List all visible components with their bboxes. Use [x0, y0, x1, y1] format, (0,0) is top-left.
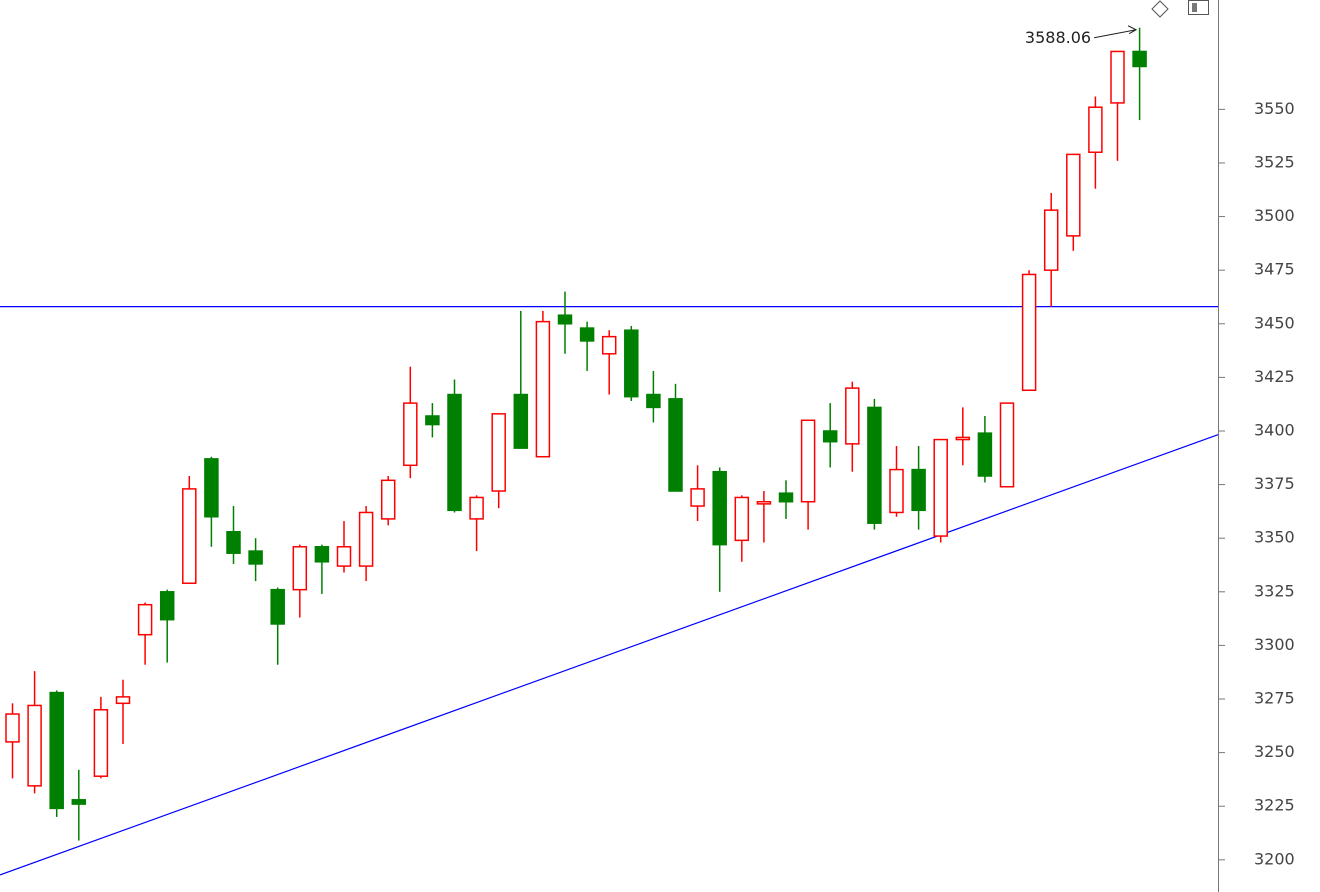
candle-body [71, 799, 87, 805]
candle-body [1110, 50, 1125, 104]
candle-body [933, 438, 948, 537]
candle-body [800, 419, 816, 503]
candle-body [1043, 209, 1059, 271]
candle-body [447, 393, 462, 512]
candle-body [358, 511, 374, 567]
panel-icon-part [1192, 3, 1197, 12]
y-tick-label: 3225 [1254, 796, 1295, 815]
candle-body [27, 704, 42, 787]
candle-body [137, 603, 153, 636]
y-tick-label: 3375 [1254, 474, 1295, 493]
y-tick-label: 3300 [1254, 635, 1295, 654]
candle-body [734, 496, 750, 542]
y-tick-label: 3275 [1254, 689, 1295, 708]
candle-body [159, 591, 175, 621]
candle-body [49, 691, 64, 810]
y-tick-label: 3325 [1254, 581, 1295, 600]
candle-body [1021, 273, 1037, 392]
candle-body [513, 393, 529, 449]
candle-body [535, 320, 551, 458]
candle-body [1066, 153, 1081, 237]
y-tick-label: 3425 [1254, 367, 1295, 386]
candle-body [425, 415, 440, 426]
candle-body [911, 468, 926, 512]
candle-body [182, 488, 197, 584]
candle-body [469, 496, 484, 520]
candle-body [999, 402, 1015, 488]
candle-body [822, 430, 838, 443]
candle-body [668, 398, 683, 492]
candle-body [93, 708, 109, 777]
candle-body [756, 501, 772, 505]
candle-body [646, 393, 661, 409]
candle-body [226, 531, 241, 554]
y-tick-label: 3500 [1254, 206, 1295, 225]
candle-body [889, 468, 904, 514]
candle-body [1088, 106, 1103, 153]
candle-body [292, 546, 308, 591]
candle-body [977, 432, 993, 477]
candle-body [204, 458, 219, 518]
y-tick-label: 3550 [1254, 99, 1295, 118]
candle-body [601, 335, 617, 355]
candle-body [579, 327, 595, 342]
candle-body [314, 546, 330, 563]
candle-body [115, 696, 131, 705]
trend-line [0, 434, 1219, 876]
candle-body [867, 406, 882, 524]
candle-body [712, 470, 727, 546]
candle-body [270, 588, 285, 625]
candle-body [248, 550, 263, 565]
y-tick-label: 3450 [1254, 313, 1295, 332]
candle-body [557, 314, 573, 325]
panel-icon[interactable] [1188, 0, 1209, 15]
candle-body [624, 329, 639, 398]
y-tick-label: 3400 [1254, 420, 1295, 439]
y-tick-label: 3525 [1254, 152, 1295, 171]
y-tick-label: 3350 [1254, 528, 1295, 547]
candle-body [778, 492, 794, 503]
candle-body [955, 436, 971, 441]
candle-body [5, 713, 20, 743]
annotation: 3588.06 [1025, 28, 1091, 47]
y-tick-label: 3475 [1254, 260, 1295, 279]
annotation-arrow [1094, 25, 1138, 39]
y-tick-label: 3200 [1254, 849, 1295, 868]
candle-body [690, 488, 705, 507]
candle-body [380, 479, 396, 520]
candle-body [1132, 50, 1147, 68]
y-tick-label: 3250 [1254, 742, 1295, 761]
candle-body [403, 402, 418, 467]
candle-body [491, 413, 506, 492]
candle-body [336, 546, 352, 567]
candle-body [845, 387, 860, 445]
diamond-icon[interactable] [1151, 0, 1169, 18]
